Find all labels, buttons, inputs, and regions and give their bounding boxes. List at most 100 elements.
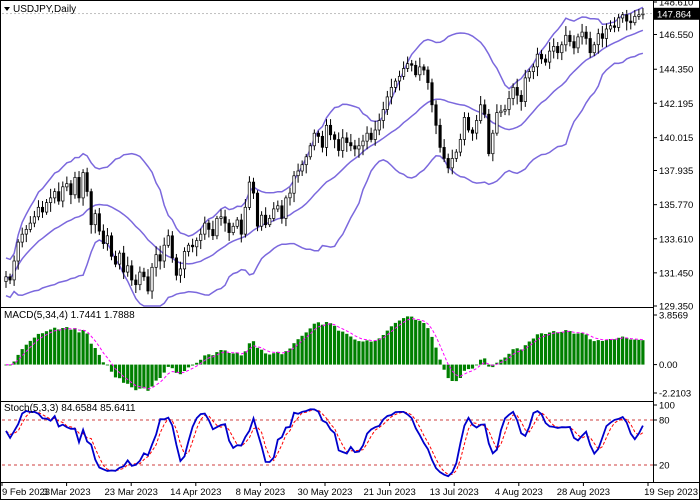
candle (65, 176, 69, 192)
candle-body (195, 240, 199, 248)
macd-histogram-bar (40, 333, 45, 365)
candle (292, 171, 296, 203)
candle-body (118, 252, 122, 265)
macd-histogram-bar (608, 339, 613, 365)
macd-histogram-bar (393, 322, 397, 365)
macd-signal-line (5, 318, 643, 390)
date-tick-label: 21 Jun 2023 (363, 487, 415, 498)
candle (402, 61, 406, 80)
candle-body (126, 265, 130, 273)
date-tick-label: 14 Apr 2023 (170, 487, 221, 498)
macd-histogram-bar (97, 354, 101, 365)
macd-histogram-bar (462, 364, 466, 371)
macd-histogram-bar (77, 332, 81, 365)
date-tick-label: 30 May 2023 (298, 487, 353, 498)
macd-tick-label: 3.8569 (659, 311, 688, 322)
macd-histogram-bar (300, 335, 304, 365)
candle-body (174, 257, 178, 276)
candle-body (276, 205, 280, 210)
candle-body (592, 44, 596, 54)
macd-histogram-bar (576, 333, 580, 365)
candle-body (349, 142, 353, 147)
candle (584, 26, 588, 45)
candle (450, 149, 454, 175)
candle-body (556, 46, 560, 54)
candle-body (264, 214, 268, 226)
candle-body (227, 222, 231, 233)
macd-histogram-bar (556, 332, 560, 365)
candle-body (16, 241, 20, 262)
macd-histogram-bar (592, 341, 596, 365)
macd-histogram-bar (633, 339, 637, 365)
candle (328, 119, 333, 141)
candle-body (247, 181, 251, 208)
macd-histogram-bar (544, 334, 548, 365)
candle (345, 132, 349, 152)
candle (101, 224, 105, 249)
candle (544, 54, 548, 66)
candle (381, 101, 385, 129)
candle (515, 78, 519, 105)
candle-body (479, 104, 483, 121)
candle (556, 42, 560, 60)
macd-histogram-bar (105, 364, 109, 366)
candle-body (219, 216, 223, 219)
macd-histogram-bar (53, 327, 57, 365)
price-tick-label: 146.550 (659, 30, 693, 41)
candle-body (235, 219, 239, 227)
candle-body (207, 222, 211, 230)
candle (36, 200, 40, 221)
candle (365, 126, 369, 150)
candle-body (600, 33, 604, 39)
candle (324, 119, 329, 157)
price-tick-label: 133.610 (659, 234, 693, 245)
candle (4, 270, 8, 288)
macd-histogram-bar (174, 364, 178, 373)
macd-histogram-bar (122, 364, 126, 383)
candle-body (65, 183, 69, 188)
macd-histogram-bar (438, 359, 442, 365)
macd-histogram-bar (235, 352, 239, 365)
candle (434, 100, 438, 135)
candle-body (304, 156, 308, 166)
candle (223, 209, 227, 232)
macd-histogram-bar (535, 334, 539, 365)
candle (462, 112, 466, 146)
candle (608, 20, 613, 32)
candle-body (101, 230, 105, 244)
candle (491, 129, 495, 162)
stochastic-pane[interactable] (2, 408, 653, 478)
macd-histogram-bar (564, 330, 568, 365)
candle-body (345, 137, 349, 143)
candle (479, 95, 483, 124)
candle (503, 104, 507, 116)
candle (385, 90, 389, 116)
candle-body (162, 244, 166, 262)
macd-histogram-bar (572, 333, 576, 365)
dropdown-triangle-icon[interactable] (4, 7, 10, 11)
date-tick-label: 4 Aug 2023 (495, 487, 543, 498)
macd-histogram-bar (191, 364, 195, 366)
macd-histogram-bar (239, 355, 243, 365)
candle (572, 35, 576, 55)
macd-histogram-bar (515, 348, 519, 365)
macd-histogram-bar (552, 331, 556, 365)
price-tick-label: 144.350 (659, 65, 693, 76)
candle-body (462, 117, 466, 140)
price-pane[interactable] (2, 6, 653, 307)
candle-body (170, 235, 174, 259)
macd-histogram-bar (20, 349, 24, 365)
candle (20, 227, 24, 248)
candle-body (612, 25, 617, 28)
candle-body (548, 50, 552, 63)
candle-body (199, 233, 203, 241)
stoch-tick-label: 20 (659, 461, 670, 472)
macd-histogram-bar (604, 339, 608, 365)
candle-body (361, 140, 365, 147)
candle-body (320, 135, 324, 148)
candle-body (503, 109, 507, 112)
candle (552, 38, 556, 59)
macd-pane[interactable] (4, 316, 645, 391)
